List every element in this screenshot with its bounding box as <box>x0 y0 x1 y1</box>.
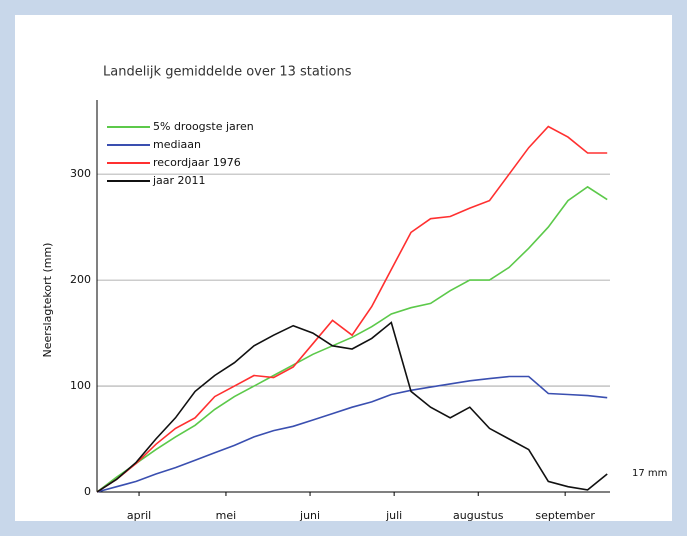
legend-label: jaar 2011 <box>152 174 206 187</box>
x-tick-label: juli <box>385 509 402 522</box>
legend-label: mediaan <box>153 138 201 151</box>
legend-label: recordjaar 1976 <box>153 156 241 169</box>
x-tick-label: augustus <box>453 509 504 522</box>
x-tick-label: juni <box>299 509 320 522</box>
y-tick-label: 300 <box>70 167 91 180</box>
x-tick-label: september <box>535 509 595 522</box>
legend-label: 5% droogste jaren <box>153 120 254 133</box>
y-tick-label: 200 <box>70 273 91 286</box>
panel <box>15 15 672 521</box>
y-tick-label: 100 <box>70 379 91 392</box>
x-tick-label: mei <box>216 509 237 522</box>
series-line <box>96 321 608 493</box>
annotation: 17 mm <box>632 468 667 479</box>
series-line <box>96 375 608 493</box>
y-tick-label: 0 <box>84 485 91 498</box>
series-line <box>96 125 608 493</box>
y-axis-label: Neerslagtekort (mm) <box>41 243 54 358</box>
chart-title: Landelijk gemiddelde over 13 stations <box>103 65 352 80</box>
x-tick-label: april <box>127 509 151 522</box>
series-line <box>96 185 608 493</box>
